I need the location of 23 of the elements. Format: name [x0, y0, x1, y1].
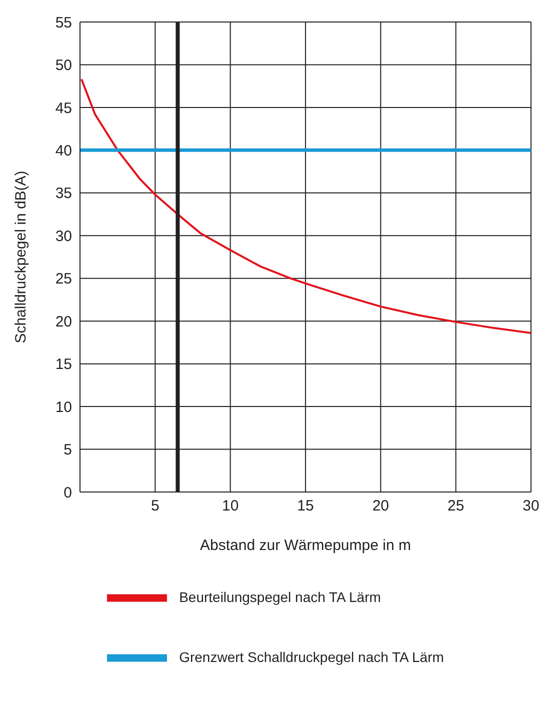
x-axis-title: Abstand zur Wärmepumpe in m [200, 537, 411, 554]
x-tick-label: 10 [222, 498, 239, 515]
x-tick-label: 25 [447, 498, 464, 515]
x-tick-label: 30 [522, 498, 540, 515]
x-tick-label: 5 [150, 498, 160, 515]
y-tick-label: 5 [64, 442, 72, 459]
y-tick-label: 10 [55, 398, 72, 416]
x-tick-label: 20 [372, 498, 390, 515]
y-tick-label: 40 [55, 142, 72, 160]
y-tick-label: 30 [55, 228, 72, 245]
y-tick-label: 25 [55, 270, 72, 288]
y-tick-label: 20 [55, 313, 72, 330]
y-tick-label: 55 [55, 14, 72, 32]
legend-label: Beurteilungspegel nach TA Lärm [179, 588, 381, 605]
y-tick-label: 15 [55, 356, 72, 374]
y-tick-label: 0 [64, 484, 72, 502]
y-axis-title: Schalldruckpegel in dB(A) [12, 170, 30, 344]
y-tick-label: 50 [55, 57, 72, 74]
legend-label: Grenzwert Schalldruckpegel nach TA Lärm [179, 648, 444, 665]
y-tick-label: 35 [55, 185, 72, 202]
line-series [80, 78, 531, 334]
x-tick-label: 15 [297, 498, 314, 515]
y-tick-label: 45 [55, 100, 72, 117]
